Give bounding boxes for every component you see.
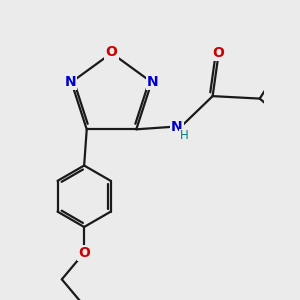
Text: N: N bbox=[171, 120, 183, 134]
Text: O: O bbox=[106, 45, 118, 59]
Text: N: N bbox=[64, 75, 76, 89]
Text: O: O bbox=[213, 46, 224, 60]
Text: N: N bbox=[147, 75, 159, 89]
Text: O: O bbox=[78, 246, 90, 260]
Text: H: H bbox=[180, 130, 188, 142]
